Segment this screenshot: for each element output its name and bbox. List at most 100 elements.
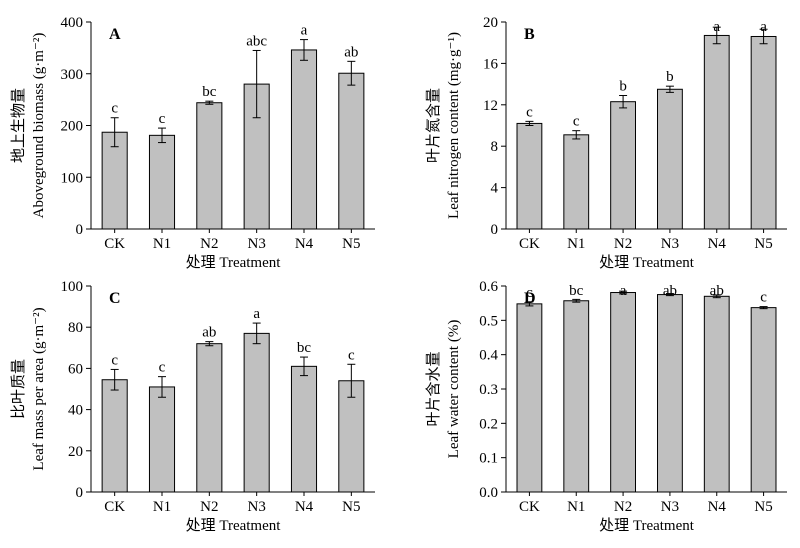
panel-c: c CK c N1 ab N2 a N3 bc N4 c N5 0 20 40 60 80 100 C 处理 Trea… xyxy=(10,279,375,534)
bar-n3 xyxy=(243,332,270,493)
x-tick-label: CK xyxy=(104,499,125,515)
y-tick-label: 40 xyxy=(68,403,83,419)
bar-n4 xyxy=(703,295,730,493)
significance-letter: c xyxy=(348,347,355,363)
bar-n5 xyxy=(338,72,365,230)
bar-n4 xyxy=(703,34,730,230)
x-tick-label: N2 xyxy=(200,236,218,252)
significance-letter: bc xyxy=(569,283,584,299)
x-tick-label: N5 xyxy=(754,236,772,252)
bar-n1 xyxy=(148,386,176,493)
x-tick-label: N1 xyxy=(153,236,171,252)
significance-letter: c xyxy=(111,352,118,368)
significance-letter: bc xyxy=(297,340,312,356)
x-tick-label: N2 xyxy=(614,499,632,515)
significance-letter: ab xyxy=(710,283,724,299)
significance-letter: abc xyxy=(246,33,267,49)
x-axis-title: 处理 Treatment xyxy=(599,517,695,534)
y-axis-title-en: Aboveground biomass (g·m⁻²) xyxy=(31,33,47,219)
y-tick-label: 12 xyxy=(483,98,498,114)
significance-letter: c xyxy=(573,114,580,130)
y-axis-title-zh: 比叶质量 xyxy=(10,359,27,419)
x-tick-label: N1 xyxy=(567,236,585,252)
y-tick-label: 300 xyxy=(61,67,84,83)
y-tick-label: 100 xyxy=(61,170,84,186)
y-axis-title-zh: 地上生物量 xyxy=(10,88,27,163)
x-tick-label: N5 xyxy=(342,236,360,252)
x-axis-title: 处理 Treatment xyxy=(186,254,282,271)
y-tick-label: 0 xyxy=(491,222,499,238)
y-tick-label: 80 xyxy=(68,320,83,336)
y-tick-label: 20 xyxy=(68,444,83,460)
y-axis-title-en: Leaf mass per area (g·m⁻²) xyxy=(31,307,47,470)
y-axis-title-zh: 叶片含水量 xyxy=(425,351,442,426)
y-axis-title-en: Leaf water content (%) xyxy=(446,320,462,459)
bar-n3 xyxy=(657,88,683,230)
x-tick-label: N1 xyxy=(153,499,171,515)
bar-n2 xyxy=(196,343,223,493)
bar-n2 xyxy=(610,101,636,230)
significance-letter: c xyxy=(159,111,166,127)
significance-letter: c xyxy=(526,285,533,301)
significance-letter: a xyxy=(760,19,767,35)
panel-label: D xyxy=(524,290,536,307)
significance-letter: c xyxy=(526,104,533,120)
x-tick-label: CK xyxy=(104,236,125,252)
x-tick-label: N4 xyxy=(708,236,727,252)
x-axis-title: 处理 Treatment xyxy=(599,254,695,271)
x-tick-label: N4 xyxy=(295,499,314,515)
panel-label: B xyxy=(524,26,535,43)
panel-label: C xyxy=(109,290,121,307)
significance-letter: c xyxy=(111,101,118,117)
significance-letter: ab xyxy=(344,44,358,60)
y-tick-label: 0 xyxy=(76,485,84,501)
y-tick-label: 60 xyxy=(68,361,83,377)
y-tick-label: 0.1 xyxy=(479,451,498,467)
x-tick-label: N4 xyxy=(708,499,727,515)
bar-n4 xyxy=(290,49,318,230)
significance-letter: a xyxy=(253,306,260,322)
x-tick-label: N4 xyxy=(295,236,314,252)
panel-a: c CK c N1 bc N2 abc N3 a N4 ab N5 0 100 200 300 400 A 处理 T… xyxy=(10,15,375,271)
y-tick-label: 0.3 xyxy=(479,382,498,398)
x-tick-label: N3 xyxy=(247,236,265,252)
significance-letter: a xyxy=(301,23,308,39)
y-tick-label: 16 xyxy=(483,56,499,72)
significance-letter: bc xyxy=(202,84,217,100)
y-tick-label: 0.6 xyxy=(479,279,498,295)
bar-ck xyxy=(101,131,128,230)
y-tick-label: 4 xyxy=(491,181,499,197)
x-tick-label: N5 xyxy=(342,499,360,515)
panel-b: c CK c N1 b N2 b N3 a N4 a N5 0 4 8 12 16 20 B 处理 Treatment… xyxy=(425,15,787,271)
bar-n3 xyxy=(657,294,683,493)
y-axis-title-en: Leaf nitrogen content (mg·g⁻¹) xyxy=(446,32,462,219)
bar-n2 xyxy=(610,292,636,493)
x-tick-label: N2 xyxy=(614,236,632,252)
x-tick-label: N3 xyxy=(247,499,265,515)
panel-d: c CK bc N1 a N2 ab N3 ab N4 c N5 0.0 0.1 0.2 0.3 0.4 0.5 0… xyxy=(425,279,787,534)
y-tick-label: 400 xyxy=(61,15,84,31)
significance-letter: c xyxy=(159,360,166,376)
y-tick-label: 20 xyxy=(483,15,498,31)
y-tick-label: 8 xyxy=(491,139,499,155)
significance-letter: a xyxy=(620,283,627,299)
significance-letter: ab xyxy=(663,283,677,299)
x-tick-label: CK xyxy=(519,236,540,252)
x-tick-label: N3 xyxy=(661,236,679,252)
x-axis-title: 处理 Treatment xyxy=(186,517,282,534)
significance-letter: ab xyxy=(202,325,216,341)
significance-letter: c xyxy=(760,290,767,306)
x-tick-label: N2 xyxy=(200,499,218,515)
y-axis-title-zh: 叶片氮含量 xyxy=(425,88,442,163)
y-tick-label: 0.2 xyxy=(479,416,498,432)
x-tick-label: N5 xyxy=(754,499,772,515)
x-tick-label: CK xyxy=(519,499,540,515)
bar-n5 xyxy=(750,35,777,230)
y-tick-label: 0.0 xyxy=(479,485,498,501)
y-tick-label: 100 xyxy=(61,279,84,295)
bar-n4 xyxy=(290,365,318,493)
y-tick-label: 0.4 xyxy=(479,348,498,364)
bar-n1 xyxy=(563,300,590,493)
y-tick-label: 0.5 xyxy=(479,313,498,329)
significance-letter: b xyxy=(619,78,627,94)
